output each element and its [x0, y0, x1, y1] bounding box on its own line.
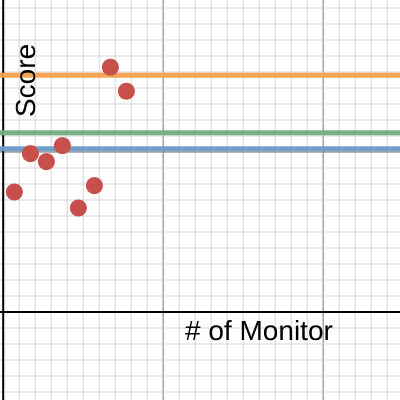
data-point — [53, 137, 71, 155]
x-axis-label: # of Monitor — [185, 315, 333, 346]
data-point — [101, 58, 119, 76]
data-point — [5, 183, 23, 201]
y-axis-label: Score — [10, 44, 41, 117]
data-point — [21, 145, 39, 163]
data-point — [85, 177, 103, 195]
data-point — [69, 199, 87, 217]
data-point — [37, 153, 55, 171]
data-point — [117, 82, 135, 100]
data-points — [5, 58, 135, 217]
